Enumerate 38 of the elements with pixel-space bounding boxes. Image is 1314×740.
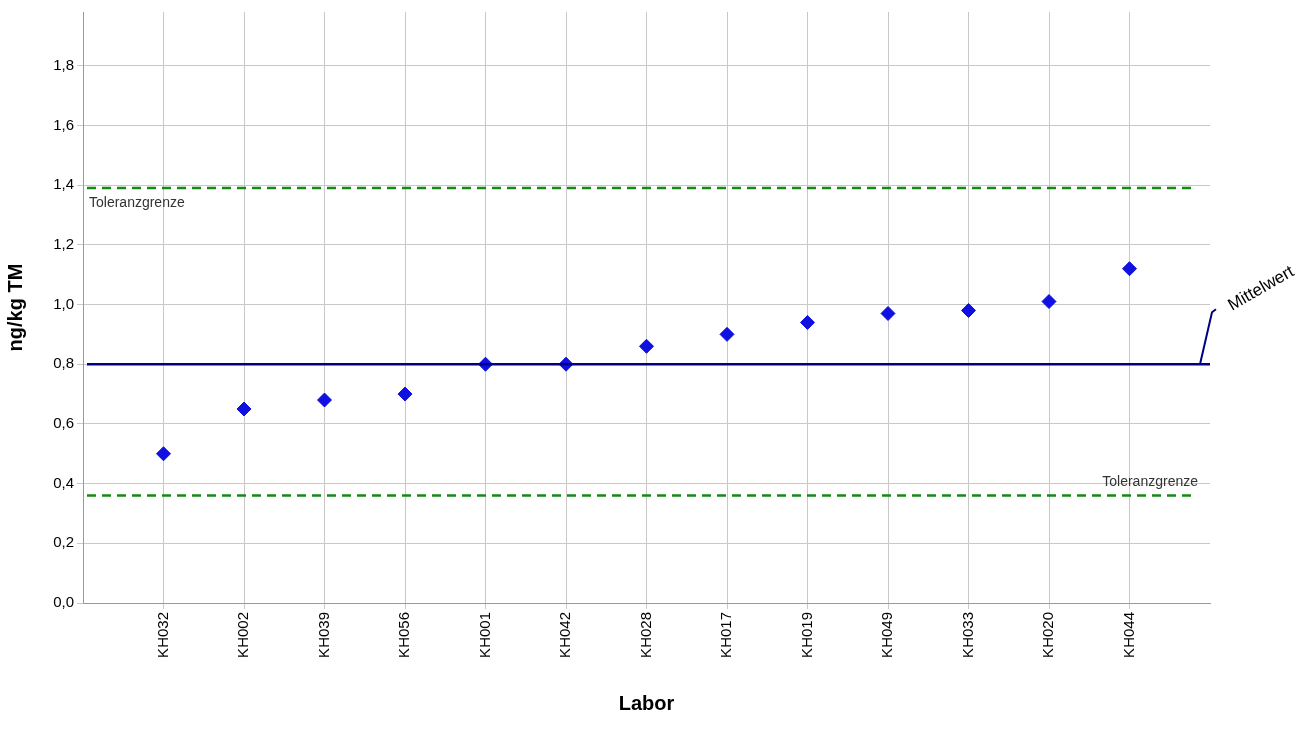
x-tick-label: KH028 bbox=[636, 612, 654, 658]
x-tick-label: KH001 bbox=[475, 612, 493, 658]
x-tick-label: KH049 bbox=[878, 612, 896, 658]
point bbox=[719, 326, 735, 342]
ref-line-label: Toleranzgrenze bbox=[1102, 473, 1199, 490]
point bbox=[800, 314, 815, 330]
point bbox=[1041, 294, 1057, 310]
y-tick-label: 0,8 bbox=[53, 354, 74, 372]
x-tick-label: KH056 bbox=[395, 612, 413, 658]
x-tick-label: KH019 bbox=[797, 612, 815, 658]
point bbox=[1122, 261, 1137, 277]
point bbox=[317, 392, 332, 408]
point bbox=[961, 302, 976, 318]
x-tick-label: KH044 bbox=[1119, 612, 1137, 658]
x-tick-label: KH032 bbox=[153, 612, 171, 658]
point bbox=[880, 305, 896, 321]
x-tick-label: KH017 bbox=[717, 612, 735, 658]
point bbox=[639, 338, 654, 354]
point bbox=[236, 401, 252, 417]
y-tick-label: 1,2 bbox=[53, 234, 74, 252]
y-tick-label: 0,2 bbox=[53, 533, 74, 551]
y-tick-label: 1,8 bbox=[53, 55, 74, 73]
y-tick-label: 1,0 bbox=[53, 294, 74, 312]
x-tick-label: KH039 bbox=[314, 612, 332, 658]
x-tick-label: KH020 bbox=[1039, 612, 1057, 658]
x-tick-label: KH002 bbox=[234, 612, 252, 658]
y-tick-label: 1,6 bbox=[53, 115, 74, 133]
ref-line-label: Toleranzgrenze bbox=[89, 193, 185, 210]
y-tick-label: 1,4 bbox=[53, 175, 74, 193]
x-tick-label: KH042 bbox=[556, 612, 574, 658]
point bbox=[397, 386, 413, 402]
y-tick-label: 0,4 bbox=[53, 473, 74, 491]
point bbox=[156, 446, 171, 462]
y-axis-title: ng/kg TM bbox=[3, 263, 26, 352]
x-axis-title: Labor bbox=[618, 691, 675, 714]
y-tick-label: 0,0 bbox=[53, 593, 74, 611]
x-tick-label: KH033 bbox=[958, 612, 976, 658]
y-tick-label: 0,6 bbox=[53, 414, 74, 432]
